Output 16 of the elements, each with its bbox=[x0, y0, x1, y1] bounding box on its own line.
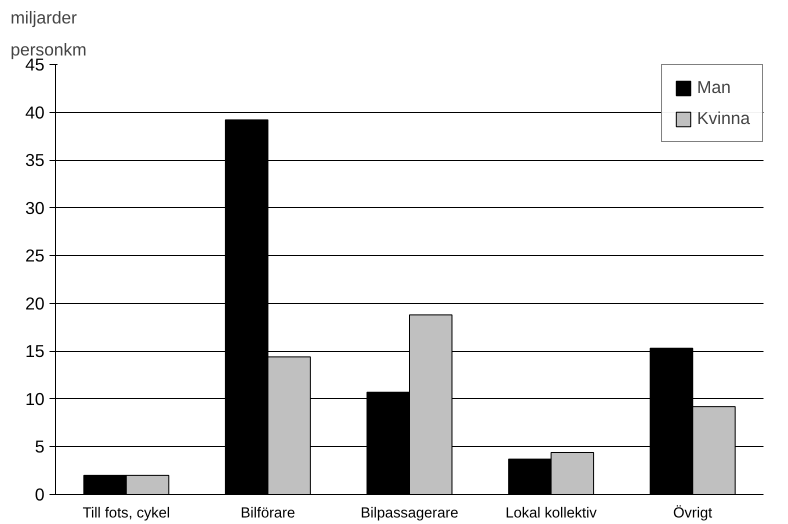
x-tick-label: Bilförare bbox=[240, 506, 296, 522]
x-tick-label: Övrigt bbox=[673, 504, 712, 522]
x-tick-label: Bilpassagerare bbox=[360, 506, 458, 522]
y-tick-label: 30 bbox=[25, 198, 45, 218]
y-tick-label: 40 bbox=[25, 102, 45, 122]
y-tick-label: 20 bbox=[25, 293, 45, 314]
legend-label: Man bbox=[697, 77, 731, 98]
y-tick-label: 15 bbox=[25, 341, 45, 362]
y-tick-label: 0 bbox=[34, 484, 45, 504]
legend-label: Kvinna bbox=[697, 108, 750, 129]
x-tick-label: Till fots, cykel bbox=[82, 506, 170, 522]
y-tick-label: 5 bbox=[34, 436, 45, 457]
y-tick-label: 35 bbox=[25, 150, 45, 170]
y-tick-label: 10 bbox=[25, 388, 45, 409]
x-tick-label: Lokal kollektiv bbox=[505, 506, 598, 522]
y-tick-label: 25 bbox=[25, 246, 45, 266]
